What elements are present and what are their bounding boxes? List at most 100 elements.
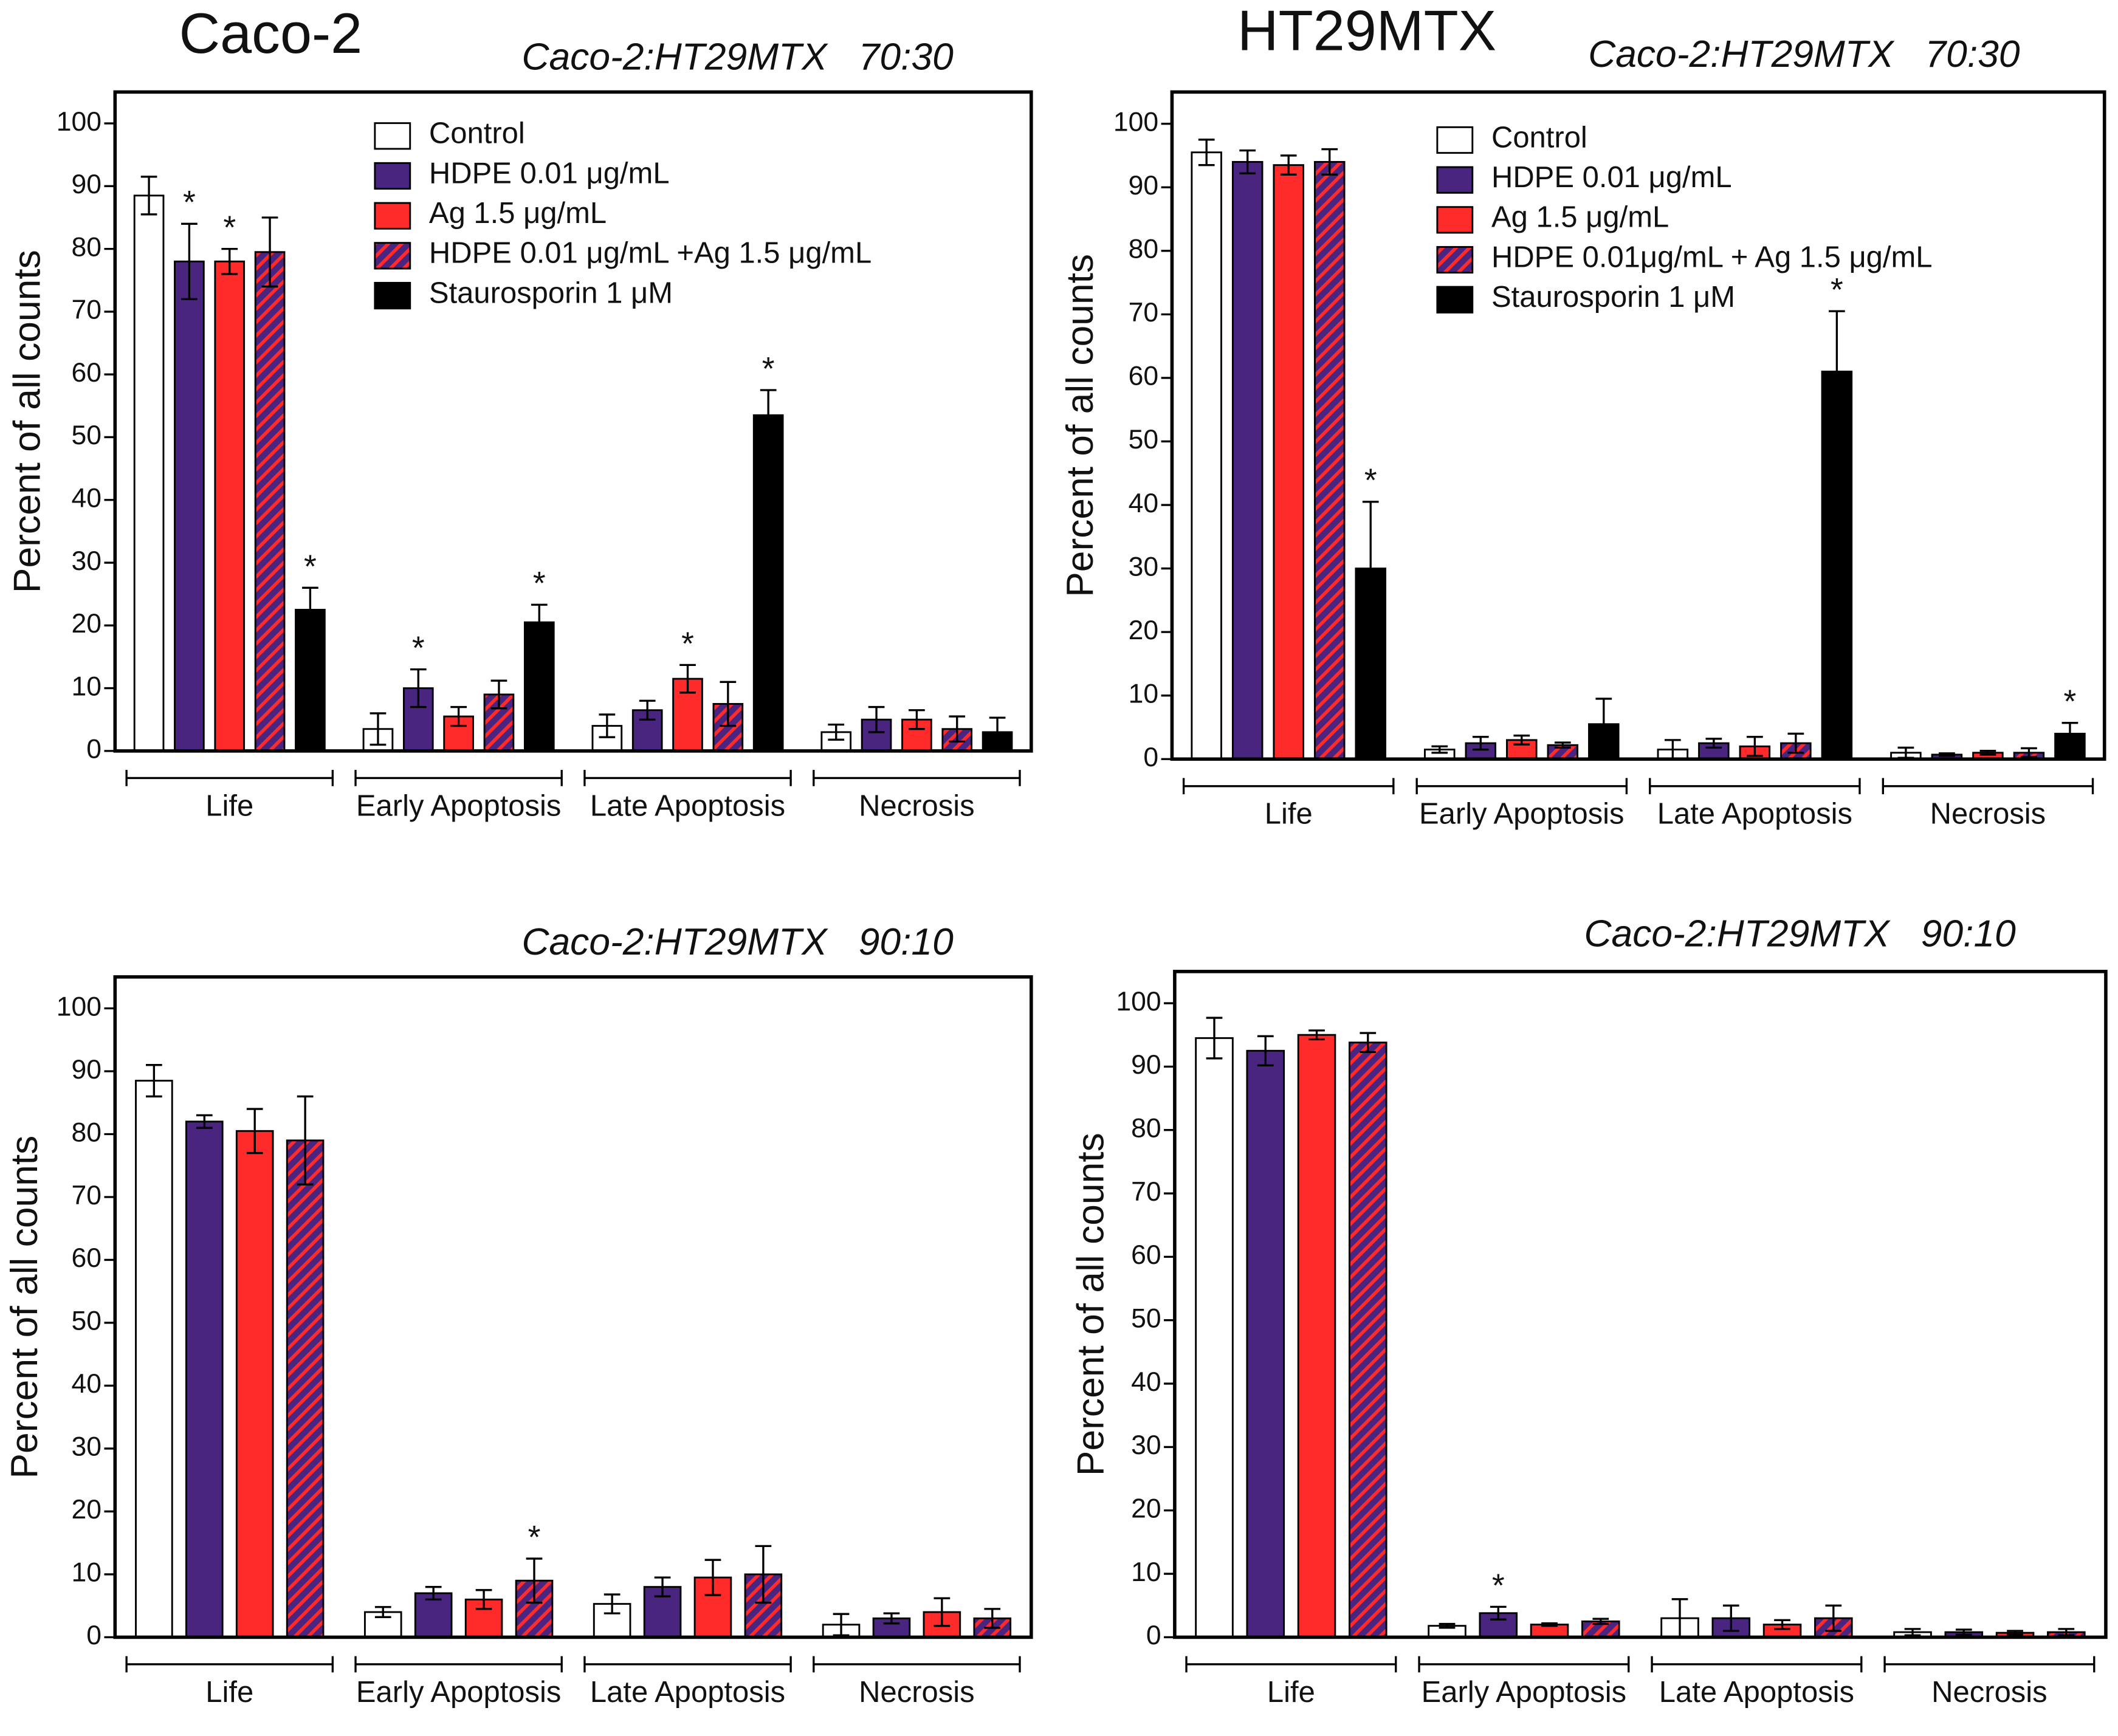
significance-mark: * — [528, 1520, 541, 1556]
y-tick-label: 60 — [1129, 362, 1159, 391]
chart: Caco-2 Caco-2:HT29MTX 70:30 Percent of all… — [6, 1, 1033, 822]
y-tick-label: 0 — [86, 735, 101, 764]
x-tick-label: Late Apoptosis — [1657, 798, 1852, 831]
chart-subtitle: Caco-2:HT29MTX 70:30 — [521, 36, 954, 78]
x-tick-label: Life — [205, 789, 253, 822]
significance-mark: * — [412, 631, 425, 667]
y-tick-label: 0 — [1143, 743, 1158, 772]
y-tick-label: 30 — [1129, 552, 1159, 582]
x-tick-label: Early Apoptosis — [1419, 798, 1625, 831]
legend-swatch — [1436, 126, 1474, 154]
y-tick-label: 0 — [1146, 1621, 1161, 1650]
y-tick-label: 100 — [1116, 987, 1161, 1017]
y-tick-label: 40 — [72, 1369, 102, 1399]
legend-swatch — [1436, 206, 1474, 234]
significance-mark: * — [762, 351, 775, 387]
chart: Caco-2:HT29MTX 90:10 Percent of all count… — [4, 921, 1033, 1709]
y-tick-label: 20 — [1129, 616, 1159, 645]
y-tick-label: 10 — [1129, 679, 1159, 708]
bar — [235, 1130, 274, 1638]
bar — [523, 621, 555, 752]
y-tick-label: 30 — [1131, 1430, 1161, 1460]
y-tick-label: 50 — [1129, 425, 1159, 455]
significance-mark: * — [2064, 684, 2077, 720]
x-tick-label: Necrosis — [1931, 1676, 2047, 1709]
y-tick-label: 50 — [1131, 1303, 1161, 1333]
significance-mark: * — [1364, 463, 1377, 499]
bar — [135, 1080, 173, 1638]
y-tick-label: 20 — [72, 609, 102, 639]
legend-swatch — [1436, 166, 1474, 194]
legend-label: Staurosporin 1 μM — [429, 276, 673, 309]
bar — [174, 260, 205, 752]
x-tick-label: Early Apoptosis — [356, 789, 562, 822]
bar — [133, 194, 165, 752]
x-tick-label: Early Apoptosis — [356, 1676, 562, 1709]
legend-label: HDPE 0.01μg/mL + Ag 1.5 μg/mL — [1491, 241, 1933, 273]
y-tick-label: 80 — [72, 1117, 102, 1147]
x-tick-label: Life — [205, 1676, 253, 1709]
plot-frame — [1170, 90, 2106, 761]
y-tick-label: 90 — [1131, 1050, 1161, 1080]
significance-mark: * — [1492, 1568, 1505, 1604]
y-tick-label: 60 — [72, 1243, 102, 1273]
y-tick-label: 10 — [72, 671, 102, 701]
plot-frame — [113, 90, 1033, 753]
y-tick-label: 10 — [1131, 1557, 1161, 1587]
significance-mark: * — [1831, 272, 1843, 308]
y-tick-label: 100 — [57, 107, 101, 137]
y-tick-label: 20 — [72, 1495, 102, 1525]
y-axis-label: Percent of all counts — [1059, 254, 1101, 597]
legend-label: HDPE 0.01 μg/mL — [1491, 161, 1732, 194]
y-tick-label: 80 — [1129, 235, 1159, 264]
chart-title: Caco-2 — [179, 1, 362, 65]
x-tick-label: Late Apoptosis — [590, 1676, 785, 1709]
legend-swatch — [374, 281, 411, 310]
chart-subtitle: Caco-2:HT29MTX 70:30 — [1588, 33, 2020, 75]
legend-label: Control — [1491, 121, 1587, 154]
y-tick-label: 70 — [1129, 298, 1159, 328]
y-axis-label: Percent of all counts — [4, 1136, 46, 1479]
y-tick-label: 50 — [72, 1306, 102, 1336]
x-tick-label: Early Apoptosis — [1422, 1676, 1627, 1709]
y-tick-label: 50 — [72, 420, 102, 450]
y-tick-label: 80 — [1131, 1113, 1161, 1143]
y-tick-label: 60 — [1131, 1240, 1161, 1270]
chart: Caco-2:HT29MTX 90:10 Percent of all count… — [1070, 913, 2108, 1709]
legend-label: Ag 1.5 μg/mL — [1491, 201, 1669, 234]
bar — [1195, 1037, 1234, 1638]
legend-swatch — [374, 122, 411, 150]
bar — [1231, 160, 1264, 760]
y-tick-label: 80 — [72, 232, 102, 262]
chart-subtitle: Caco-2:HT29MTX 90:10 — [521, 921, 954, 963]
y-tick-label: 70 — [1131, 1177, 1161, 1207]
x-tick-label: Necrosis — [859, 1676, 974, 1709]
y-tick-label: 70 — [72, 1181, 102, 1210]
y-tick-label: 30 — [72, 546, 102, 576]
significance-mark: * — [533, 566, 546, 602]
significance-mark: * — [681, 626, 694, 662]
legend-label: Control — [429, 117, 525, 150]
y-tick-label: 20 — [1131, 1494, 1161, 1524]
significance-mark: * — [183, 185, 196, 221]
legend-label: Staurosporin 1 μM — [1491, 281, 1735, 314]
legend-label: HDPE 0.01 μg/mL +Ag 1.5 μg/mL — [429, 237, 872, 270]
bar — [185, 1120, 224, 1638]
chart: HT29MTX Caco-2:HT29MTX 70:30 Percent of al… — [1059, 0, 2106, 831]
bar — [414, 1592, 453, 1638]
y-tick-label: 90 — [72, 170, 102, 199]
bar — [1297, 1034, 1336, 1638]
legend-swatch — [1436, 245, 1474, 274]
y-tick-label: 100 — [1113, 107, 1158, 137]
y-tick-label: 90 — [72, 1055, 102, 1085]
y-tick-label: 40 — [72, 484, 102, 513]
bar — [214, 260, 246, 752]
x-tick-label: Necrosis — [859, 789, 974, 822]
bar — [1191, 151, 1222, 760]
bar — [254, 251, 286, 752]
legend-label: Ag 1.5 μg/mL — [429, 197, 607, 230]
bar — [1273, 164, 1304, 760]
legend-label: HDPE 0.01 μg/mL — [429, 157, 670, 190]
bar — [1246, 1049, 1285, 1638]
